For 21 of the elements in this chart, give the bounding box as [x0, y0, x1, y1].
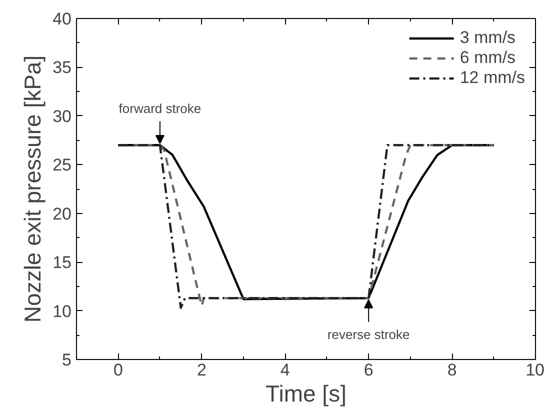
- y-tick-label: 40: [52, 10, 72, 28]
- y-tick-label: 10: [52, 302, 72, 321]
- annotation: forward stroke: [118, 101, 202, 116]
- x-tick-label: 4: [280, 360, 290, 380]
- legend-label: 3 mm/s: [460, 28, 516, 48]
- annotation: reverse stroke: [327, 327, 410, 342]
- legend-label: 12 mm/s: [460, 68, 525, 88]
- y-tick-label: 5: [62, 350, 72, 370]
- y-tick-label: 25: [52, 156, 72, 175]
- x-tick-label: 10: [526, 360, 544, 380]
- x-tick-label: 2: [196, 360, 206, 380]
- y-tick-label: 15: [52, 253, 72, 272]
- x-tick-label: 8: [447, 360, 457, 380]
- y-tick-label: 20: [52, 204, 72, 224]
- y-tick-label: 35: [52, 58, 72, 78]
- y-tick-label: 30: [52, 106, 72, 126]
- y-axis-title: Nozzle exit pressure [kPa]: [20, 55, 46, 323]
- x-tick-label: 0: [114, 360, 123, 380]
- x-tick-label: 6: [364, 360, 374, 380]
- legend-label: 6 mm/s: [460, 48, 516, 68]
- x-axis-title: Time [s]: [266, 380, 346, 406]
